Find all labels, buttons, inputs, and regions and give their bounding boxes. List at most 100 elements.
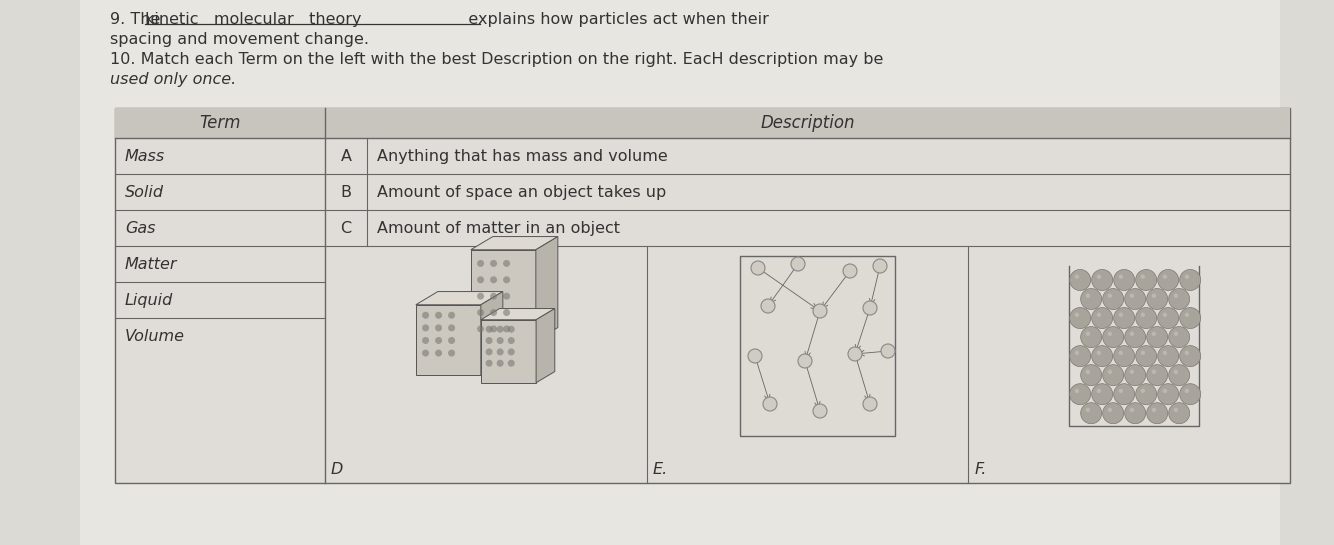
Text: Amount of matter in an object: Amount of matter in an object xyxy=(378,221,620,235)
Bar xyxy=(80,0,1281,545)
Circle shape xyxy=(478,260,484,267)
Circle shape xyxy=(1125,326,1146,348)
Circle shape xyxy=(1081,326,1102,348)
Text: Matter: Matter xyxy=(125,257,177,271)
Polygon shape xyxy=(471,250,536,341)
Circle shape xyxy=(1086,294,1090,298)
Text: Solid: Solid xyxy=(125,185,164,199)
Circle shape xyxy=(1130,370,1134,374)
Circle shape xyxy=(422,349,430,356)
Circle shape xyxy=(1097,389,1101,393)
Circle shape xyxy=(760,299,775,313)
Circle shape xyxy=(863,397,876,411)
Circle shape xyxy=(1179,346,1201,367)
Circle shape xyxy=(503,325,510,332)
Bar xyxy=(115,108,1290,483)
Circle shape xyxy=(1125,288,1146,310)
Circle shape xyxy=(812,304,827,318)
Bar xyxy=(740,256,895,436)
Circle shape xyxy=(503,260,510,267)
Bar xyxy=(115,108,1290,138)
Circle shape xyxy=(1174,370,1178,374)
Circle shape xyxy=(486,326,492,332)
Circle shape xyxy=(1135,269,1157,290)
Circle shape xyxy=(1158,307,1179,329)
Circle shape xyxy=(422,337,430,344)
Circle shape xyxy=(1075,350,1079,355)
Circle shape xyxy=(448,312,455,319)
Circle shape xyxy=(435,312,442,319)
Circle shape xyxy=(1163,350,1167,355)
Circle shape xyxy=(1086,331,1090,336)
Circle shape xyxy=(1070,384,1091,405)
Circle shape xyxy=(1075,275,1079,279)
Circle shape xyxy=(1125,365,1146,386)
Circle shape xyxy=(1070,269,1091,290)
Circle shape xyxy=(1141,275,1145,279)
Polygon shape xyxy=(480,320,536,383)
Circle shape xyxy=(1119,389,1123,393)
Circle shape xyxy=(508,360,515,367)
Circle shape xyxy=(1091,346,1113,367)
Circle shape xyxy=(490,276,498,283)
Circle shape xyxy=(1086,408,1090,412)
Text: Gas: Gas xyxy=(125,221,156,235)
Circle shape xyxy=(1086,370,1090,374)
Circle shape xyxy=(1151,294,1157,298)
Circle shape xyxy=(478,293,484,300)
Circle shape xyxy=(486,348,492,355)
Circle shape xyxy=(751,261,764,275)
Polygon shape xyxy=(471,237,558,250)
Circle shape xyxy=(1185,275,1189,279)
Circle shape xyxy=(843,264,856,278)
Circle shape xyxy=(1091,269,1113,290)
Circle shape xyxy=(478,276,484,283)
Circle shape xyxy=(1114,307,1135,329)
Circle shape xyxy=(478,309,484,316)
Circle shape xyxy=(1174,294,1178,298)
Circle shape xyxy=(503,293,510,300)
Text: C: C xyxy=(340,221,352,235)
Circle shape xyxy=(1141,350,1145,355)
Circle shape xyxy=(448,349,455,356)
Circle shape xyxy=(496,360,504,367)
Circle shape xyxy=(1097,313,1101,317)
Text: Liquid: Liquid xyxy=(125,293,173,307)
Circle shape xyxy=(1141,313,1145,317)
Polygon shape xyxy=(480,292,503,375)
Circle shape xyxy=(1125,403,1146,423)
Circle shape xyxy=(490,309,498,316)
Text: D: D xyxy=(331,462,343,477)
Circle shape xyxy=(798,354,812,368)
Circle shape xyxy=(1185,389,1189,393)
Circle shape xyxy=(1179,384,1201,405)
Circle shape xyxy=(763,397,776,411)
Polygon shape xyxy=(536,237,558,341)
Circle shape xyxy=(1119,350,1123,355)
Polygon shape xyxy=(416,292,503,305)
Circle shape xyxy=(1169,403,1190,423)
Circle shape xyxy=(1081,403,1102,423)
Circle shape xyxy=(1097,275,1101,279)
Circle shape xyxy=(1179,269,1201,290)
Circle shape xyxy=(490,260,498,267)
Circle shape xyxy=(1103,403,1123,423)
Circle shape xyxy=(448,337,455,344)
Text: 9. The: 9. The xyxy=(109,12,165,27)
Circle shape xyxy=(1151,370,1157,374)
Circle shape xyxy=(1097,350,1101,355)
Circle shape xyxy=(1147,365,1167,386)
Circle shape xyxy=(1169,365,1190,386)
Circle shape xyxy=(872,259,887,273)
Polygon shape xyxy=(416,305,480,375)
Circle shape xyxy=(422,312,430,319)
Circle shape xyxy=(1091,307,1113,329)
Circle shape xyxy=(1185,350,1189,355)
Circle shape xyxy=(863,301,876,315)
Circle shape xyxy=(1107,331,1113,336)
Circle shape xyxy=(508,326,515,332)
Circle shape xyxy=(1147,326,1167,348)
Text: 10. Match each Term on the left with the best Description on the right. EacH des: 10. Match each Term on the left with the… xyxy=(109,52,883,67)
Circle shape xyxy=(1119,313,1123,317)
Circle shape xyxy=(1151,408,1157,412)
